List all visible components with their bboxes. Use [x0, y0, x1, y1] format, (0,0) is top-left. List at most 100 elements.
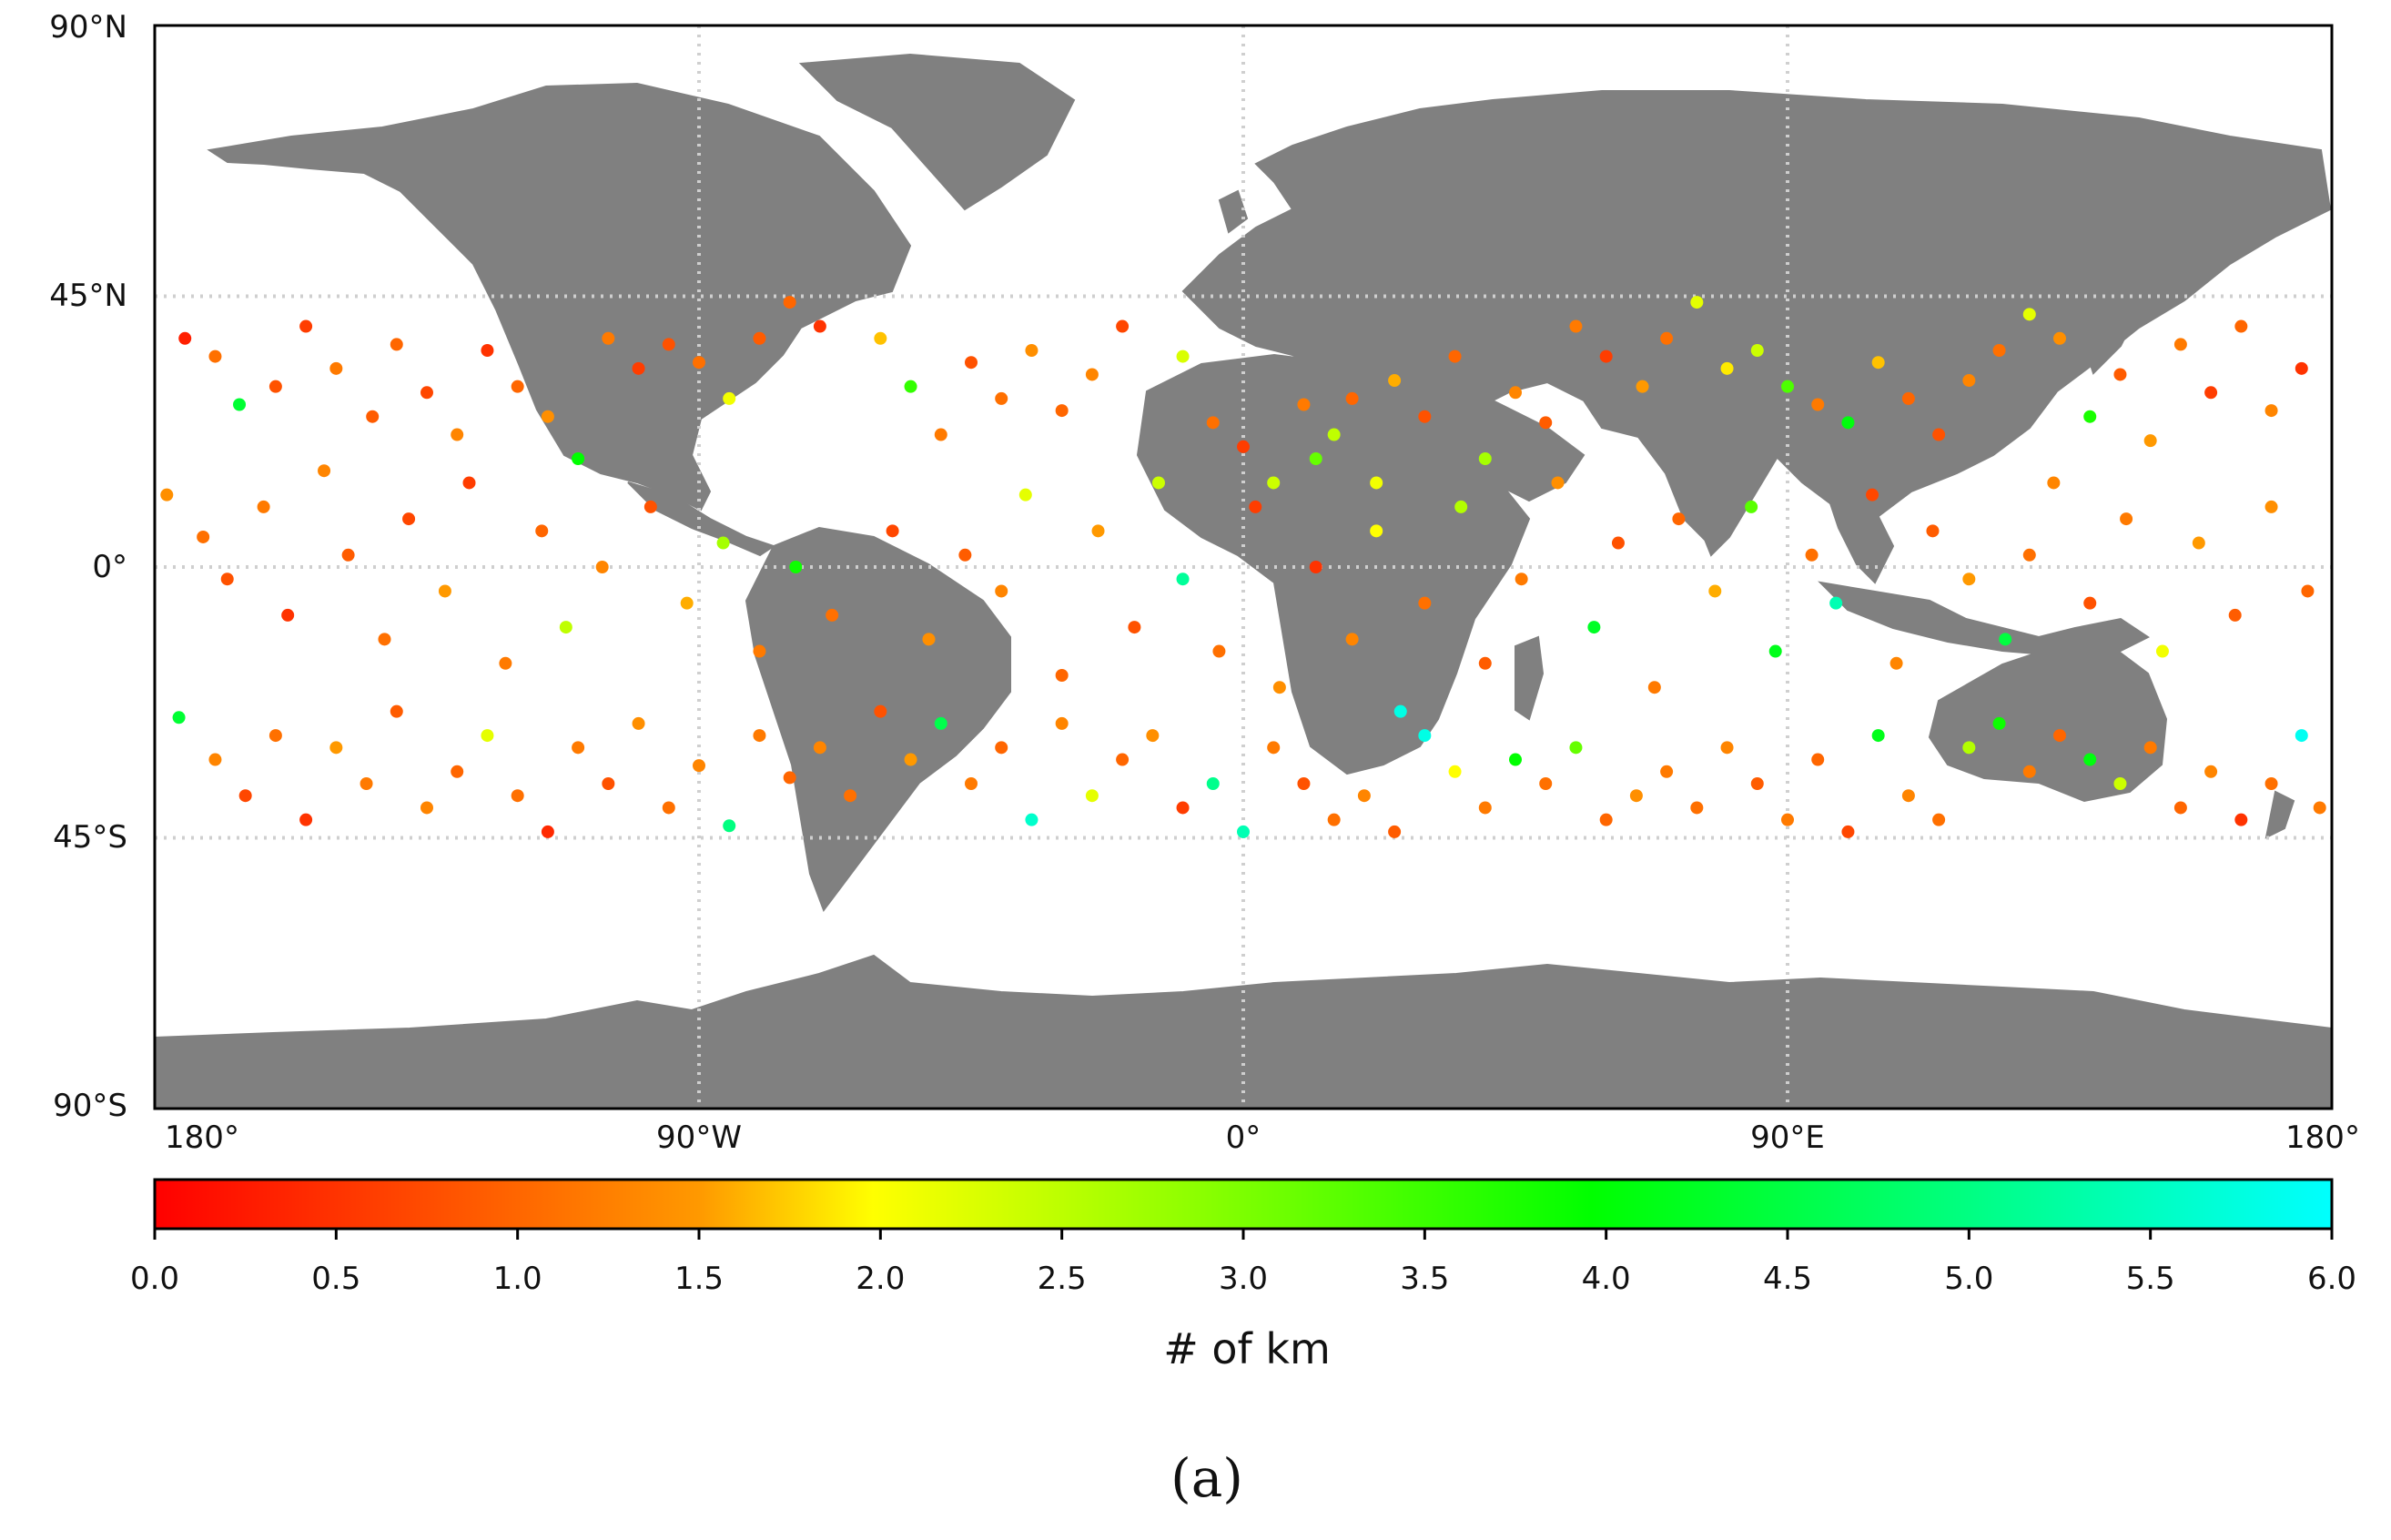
observation-point	[1116, 753, 1130, 766]
observation-point	[1478, 801, 1492, 815]
colorbar-label: # of km	[1163, 1324, 1331, 1373]
colorbar-tick-label: 3.0	[1218, 1261, 1269, 1297]
observation-point	[1206, 416, 1220, 430]
observation-point	[160, 488, 174, 502]
observation-point	[420, 386, 433, 400]
observation-point	[886, 524, 899, 538]
new-zealand	[2264, 790, 2295, 839]
observation-point	[1587, 621, 1601, 634]
observation-point	[813, 741, 826, 755]
observation-point	[1055, 404, 1069, 418]
observation-point	[1539, 777, 1553, 790]
observation-point	[541, 410, 554, 423]
observation-point	[934, 428, 947, 441]
observation-point	[693, 759, 705, 773]
observation-point	[1085, 789, 1099, 803]
observation-point	[1636, 380, 1649, 393]
observation-point	[2301, 584, 2315, 598]
observation-point	[535, 524, 549, 538]
observation-point	[378, 633, 391, 646]
observation-point	[958, 548, 972, 562]
observation-point	[366, 410, 380, 423]
lon-label-180W: 180°	[165, 1120, 239, 1156]
observation-point	[1448, 765, 1462, 778]
observation-point	[1393, 704, 1407, 718]
observation-point	[511, 380, 524, 393]
colorbar-tick-label: 5.5	[2125, 1261, 2175, 1297]
observation-point	[1720, 741, 1734, 755]
observation-point	[1309, 452, 1322, 465]
observation-point	[1781, 813, 1794, 826]
observation-point	[299, 813, 313, 826]
observation-point	[2113, 368, 2127, 381]
observation-point	[922, 633, 936, 646]
lon-label-90W: 90°W	[656, 1120, 742, 1156]
observation-point	[1750, 777, 1764, 790]
uk	[1218, 189, 1249, 234]
observation-point	[2083, 410, 2097, 423]
observation-point	[1866, 488, 1879, 502]
observation-point	[753, 331, 766, 345]
observation-point	[268, 729, 282, 743]
observation-point	[1025, 813, 1038, 826]
observation-point	[1249, 500, 1262, 513]
observation-point	[2022, 765, 2036, 778]
colorbar	[153, 1178, 2334, 1231]
observation-point	[1811, 753, 1825, 766]
observation-point	[1176, 350, 1190, 363]
observation-point	[1267, 741, 1281, 755]
observation-point	[1327, 813, 1341, 826]
observation-point	[1345, 633, 1359, 646]
observation-point	[1212, 644, 1226, 658]
observation-point	[1690, 801, 1704, 815]
observation-point	[1871, 729, 1885, 743]
colorbar-ticks	[153, 1229, 2334, 1240]
observation-point	[1992, 344, 2006, 357]
observation-point	[2192, 536, 2205, 550]
colorbar-tick-label: 5.0	[1944, 1261, 1994, 1297]
colorbar-tick-label: 3.5	[1400, 1261, 1450, 1297]
observation-point	[2234, 813, 2248, 826]
observation-point	[716, 536, 730, 550]
observation-point	[1962, 572, 1976, 586]
observation-point	[1647, 681, 1661, 694]
observation-point	[1509, 753, 1522, 766]
observation-point	[844, 789, 857, 803]
observation-point	[2053, 331, 2066, 345]
observation-point	[197, 530, 210, 543]
observation-point	[1206, 777, 1220, 790]
observation-point	[662, 801, 675, 815]
observation-point	[360, 777, 373, 790]
observation-point	[208, 350, 222, 363]
observation-point	[1055, 669, 1069, 682]
observation-point	[1176, 572, 1190, 586]
observation-point	[1999, 633, 2012, 646]
observation-point	[390, 704, 403, 718]
observation-point	[753, 729, 766, 743]
lat-label-45S: 45°S	[53, 819, 127, 856]
observation-point	[268, 380, 282, 393]
observation-point	[1901, 789, 1915, 803]
observation-point	[390, 338, 403, 351]
observation-point	[1962, 741, 1976, 755]
observation-point	[1992, 716, 2006, 730]
observation-point	[2022, 308, 2036, 321]
observation-point	[2313, 801, 2326, 815]
observation-point	[1454, 500, 1468, 513]
colorbar-tick-label: 2.0	[856, 1261, 906, 1297]
madagascar	[1515, 635, 1545, 721]
observation-point	[1309, 561, 1322, 573]
observation-point	[329, 361, 343, 375]
observation-point	[462, 476, 476, 490]
observation-point	[1805, 548, 1819, 562]
observation-point	[2264, 777, 2278, 790]
observation-point	[1388, 825, 1402, 838]
observation-point	[1370, 524, 1383, 538]
observation-point	[680, 596, 694, 610]
observation-point	[995, 584, 1008, 598]
observation-point	[1297, 398, 1311, 411]
observation-point	[1146, 729, 1160, 743]
colorbar-tick-label: 4.5	[1762, 1261, 1813, 1297]
observation-point	[826, 608, 839, 622]
